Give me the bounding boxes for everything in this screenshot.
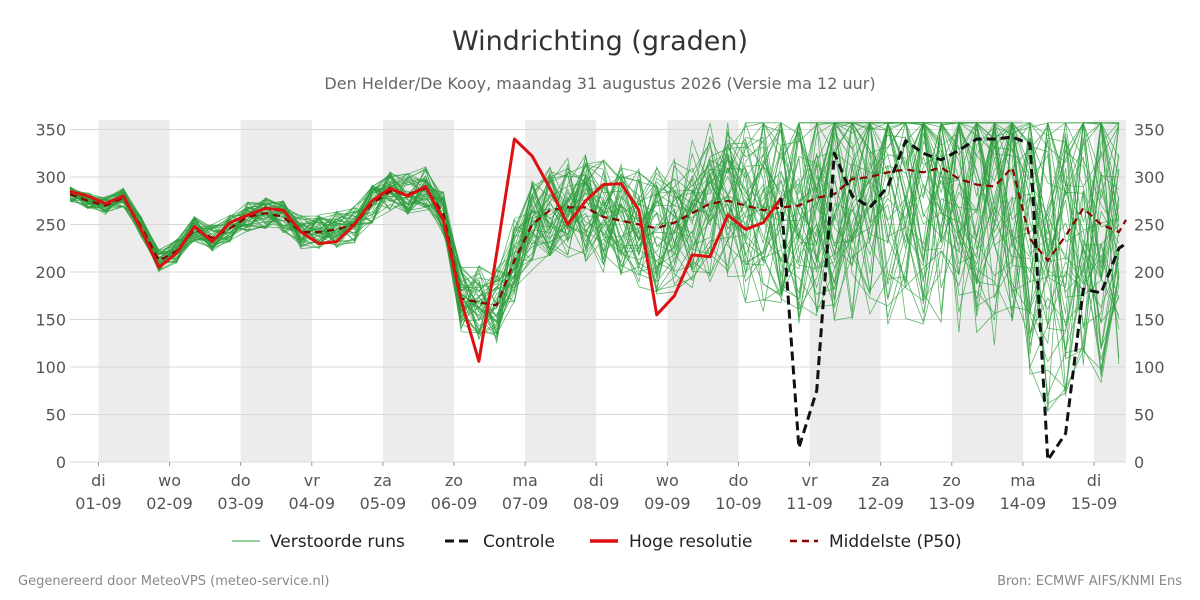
legend-label-control: Controle bbox=[483, 532, 555, 552]
x-tick-day: za bbox=[374, 471, 392, 490]
legend-label-perturbed: Verstoorde runs bbox=[270, 532, 405, 552]
y-tick-label-left: 250 bbox=[35, 216, 66, 235]
legend: Verstoorde runs Controle Hoge resolutie … bbox=[232, 532, 962, 552]
ensemble-member-line bbox=[69, 121, 1120, 320]
ensemble-member-line bbox=[69, 122, 1120, 351]
ensemble-member-line bbox=[69, 121, 1120, 334]
x-tick-date: 12-09 bbox=[857, 494, 904, 513]
y-tick-label-left: 100 bbox=[35, 358, 66, 377]
ensemble-member-line bbox=[69, 122, 1120, 333]
legend-label-hires: Hoge resolutie bbox=[629, 532, 753, 552]
y-tick-label-left: 300 bbox=[35, 168, 66, 187]
day-band bbox=[382, 120, 454, 462]
main-series bbox=[69, 135, 1127, 462]
y-tick-label-left: 0 bbox=[56, 453, 66, 472]
day-band bbox=[240, 120, 312, 462]
x-tick-date: 04-09 bbox=[289, 494, 336, 513]
x-tick-day: zo bbox=[943, 471, 961, 490]
x-tick-day: vr bbox=[802, 471, 818, 490]
x-tick-date: 13-09 bbox=[929, 494, 976, 513]
day-band bbox=[98, 120, 170, 462]
x-tick-day: wo bbox=[158, 471, 181, 490]
x-tick-date: 11-09 bbox=[786, 494, 833, 513]
y-tick-label-left: 150 bbox=[35, 311, 66, 330]
x-tick-day: di bbox=[91, 471, 106, 490]
hires-line bbox=[69, 137, 783, 363]
y-tick-label-right: 150 bbox=[1134, 311, 1165, 330]
x-tick-day: vr bbox=[304, 471, 320, 490]
x-tick-date: 01-09 bbox=[75, 494, 122, 513]
y-tick-label-left: 50 bbox=[46, 406, 66, 425]
ensemble-member-line bbox=[69, 122, 1120, 350]
y-tick-label-right: 0 bbox=[1134, 453, 1144, 472]
x-tick-day: do bbox=[728, 471, 748, 490]
control-line bbox=[779, 135, 1127, 462]
x-tick-date: 09-09 bbox=[644, 494, 691, 513]
x-tick-day: di bbox=[589, 471, 604, 490]
x-tick-day: di bbox=[1087, 471, 1102, 490]
x-tick-date: 14-09 bbox=[1000, 494, 1047, 513]
y-tick-label-right: 100 bbox=[1134, 358, 1165, 377]
ensemble-member-line bbox=[69, 121, 1120, 333]
x-tick-day: do bbox=[231, 471, 251, 490]
chart-subtitle: Den Helder/De Kooy, maandag 31 augustus … bbox=[324, 74, 875, 93]
x-tick-day: za bbox=[872, 471, 890, 490]
footer-right: Bron: ECMWF AIFS/KNMI Ens bbox=[997, 574, 1182, 589]
x-tick-date: 03-09 bbox=[217, 494, 264, 513]
y-tick-label-right: 250 bbox=[1134, 216, 1165, 235]
x-tick-date: 02-09 bbox=[146, 494, 193, 513]
footer-left: Gegenereerd door MeteoVPS (meteo-service… bbox=[18, 574, 329, 589]
x-tick-date: 07-09 bbox=[502, 494, 549, 513]
y-tick-label-right: 200 bbox=[1134, 263, 1165, 282]
y-axis-right: 0 50 100 150 200 250 300 350 bbox=[1134, 121, 1165, 473]
x-tick-date: 08-09 bbox=[573, 494, 620, 513]
y-tick-label-left: 200 bbox=[35, 263, 66, 282]
x-tick-date: 06-09 bbox=[431, 494, 478, 513]
x-tick-day: ma bbox=[1010, 471, 1035, 490]
y-tick-label-left: 350 bbox=[35, 121, 66, 140]
x-axis: di 01-09 wo 02-09 do 03-09 vr 04-09 za 05-09 zo 06-… bbox=[75, 462, 1117, 513]
ensemble-member-line bbox=[69, 121, 1120, 335]
y-tick-label-right: 300 bbox=[1134, 168, 1165, 187]
x-tick-date: 05-09 bbox=[360, 494, 407, 513]
ensemble-member-line bbox=[69, 122, 1120, 360]
x-tick-day: wo bbox=[656, 471, 679, 490]
x-tick-day: zo bbox=[445, 471, 463, 490]
x-tick-date: 10-09 bbox=[715, 494, 762, 513]
chart-title: Windrichting (graden) bbox=[452, 26, 748, 57]
legend-label-median: Middelste (P50) bbox=[829, 532, 962, 552]
y-tick-label-right: 350 bbox=[1134, 121, 1165, 140]
median-line bbox=[69, 166, 1127, 307]
x-tick-day: ma bbox=[512, 471, 537, 490]
x-tick-date: 15-09 bbox=[1071, 494, 1118, 513]
y-axis-left: 0 50 100 150 200 250 300 350 bbox=[35, 121, 66, 473]
y-tick-label-right: 50 bbox=[1134, 406, 1154, 425]
